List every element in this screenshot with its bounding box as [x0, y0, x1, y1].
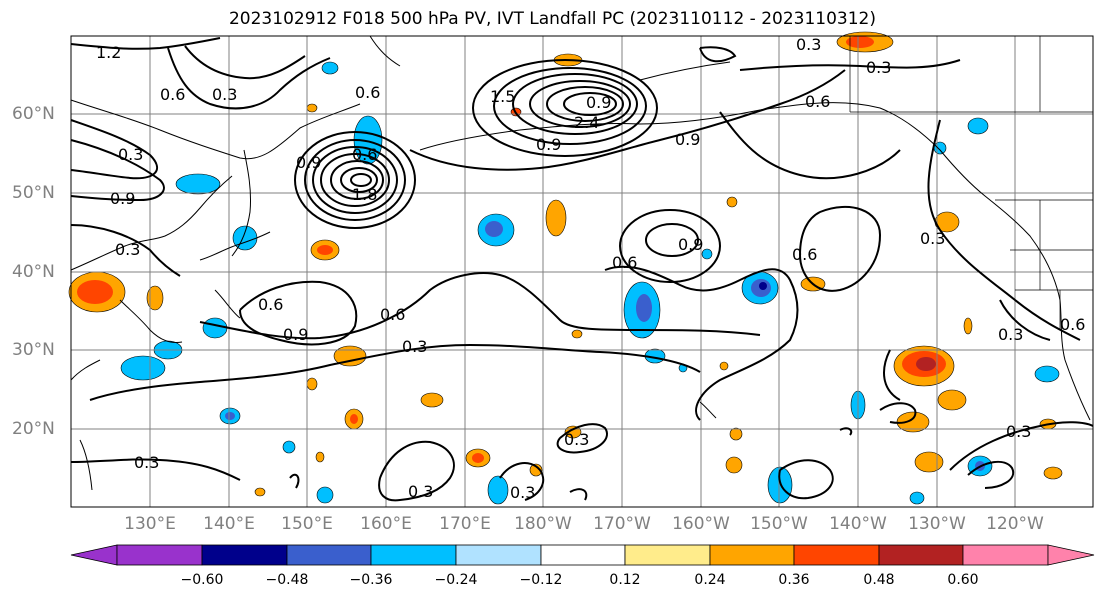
colorbar-extend-high: [1047, 544, 1095, 566]
contour-label: 0.3: [920, 229, 945, 248]
contour-label: 0.9: [678, 235, 703, 254]
contour-label: 0.3: [212, 85, 237, 104]
colorbar-swatch: [286, 544, 372, 566]
colorbar-tick-label: −0.24: [434, 572, 478, 588]
colorbar-tick-label: 0.24: [694, 572, 726, 588]
contour-label: 0.3: [1006, 422, 1031, 441]
lon-label: 140°W: [829, 514, 887, 534]
colorbar-tick-label: −0.36: [349, 572, 393, 588]
lon-label: 140°E: [203, 514, 255, 534]
colorbar-tick-label: 0.48: [863, 572, 895, 588]
lon-label: 130°E: [124, 514, 176, 534]
lon-label: 150°W: [750, 514, 808, 534]
colorbar-tick-label: −0.48: [265, 572, 309, 588]
contour-label: 0.6: [792, 245, 817, 264]
contour-label: 0.6: [352, 145, 377, 164]
contour-label: 0.3: [796, 35, 821, 54]
contour-label: 0.6: [612, 253, 637, 272]
lon-label: 160°E: [360, 514, 412, 534]
lon-label: 180°W: [514, 514, 572, 534]
colorbar-swatch: [962, 544, 1049, 566]
graticule: [71, 36, 1093, 507]
lon-label: 120°W: [986, 514, 1044, 534]
colorbar: [70, 544, 1095, 566]
positive-anomalies: [68, 31, 1063, 497]
pv-contours: [70, 37, 1094, 502]
contour-label: 0.9: [675, 130, 700, 149]
contour-label: 0.9: [283, 325, 308, 344]
colorbar-extend-low: [70, 544, 118, 566]
colorbar-swatch: [878, 544, 964, 566]
colorbar-swatch: [793, 544, 880, 566]
contour-label: 0.3: [510, 483, 535, 502]
contour-label: 0.9: [586, 93, 611, 112]
plot-title: 2023102912 F018 500 hPa PV, IVT Landfall…: [228, 9, 876, 29]
colorbar-swatch: [709, 544, 795, 566]
contour-label: 1.5: [490, 87, 515, 106]
negative-anomalies: [120, 61, 1060, 505]
contour-label: 0.9: [296, 153, 321, 172]
contour-label: 0.3: [115, 240, 140, 259]
colorbar-tick-label: −0.12: [519, 572, 563, 588]
colorbar-swatch: [624, 544, 711, 566]
contour-label: 0.3: [134, 453, 159, 472]
contour-labels: 1.2 0.6 0.3 0.6 0.9 1.5 2.4 0.9 0.9 1.8 …: [96, 35, 1085, 502]
colorbar-tick-label: 0.12: [609, 572, 641, 588]
lon-label: 130°W: [908, 514, 966, 534]
contour-label: 0.6: [805, 92, 830, 111]
contour-label: 2.4: [574, 113, 599, 132]
lon-label: 170°E: [439, 514, 491, 534]
contour-label: 0.3: [118, 145, 143, 164]
contour-label: 0.6: [380, 305, 405, 324]
contour-label: 0.3: [866, 58, 891, 77]
contour-label: 0.6: [160, 85, 185, 104]
colorbar-swatch: [455, 544, 542, 566]
lon-label: 170°W: [593, 514, 651, 534]
contour-label: 0.9: [110, 189, 135, 208]
colorbar-swatch: [201, 544, 288, 566]
colorbar-tick-label: 0.60: [947, 572, 979, 588]
lat-label: 30°N: [12, 340, 55, 360]
contour-label: 0.6: [258, 295, 283, 314]
contour-label: 0.6: [1060, 315, 1085, 334]
contour-label: 0.6: [355, 83, 380, 102]
contour-label: 0.3: [564, 430, 589, 449]
lat-label: 50°N: [12, 183, 55, 203]
contour-label: 0.3: [402, 337, 427, 356]
colorbar-swatch: [116, 544, 203, 566]
colorbar-swatch: [540, 544, 626, 566]
colorbar-swatch: [370, 544, 457, 566]
colorbar-tick-label: −0.60: [180, 572, 224, 588]
lat-label: 60°N: [12, 104, 55, 124]
lon-label: 160°W: [672, 514, 730, 534]
lat-label: 40°N: [12, 262, 55, 282]
contour-label: 0.9: [536, 135, 561, 154]
contour-label: 0.3: [408, 482, 433, 501]
colorbar-tick-label: 0.36: [778, 572, 810, 588]
lon-label: 150°E: [281, 514, 333, 534]
contour-label: 1.2: [96, 43, 121, 62]
contour-label: 1.8: [352, 185, 377, 204]
contour-label: 0.3: [998, 325, 1023, 344]
political-boundaries: [849, 36, 1093, 330]
lat-label: 20°N: [12, 419, 55, 439]
